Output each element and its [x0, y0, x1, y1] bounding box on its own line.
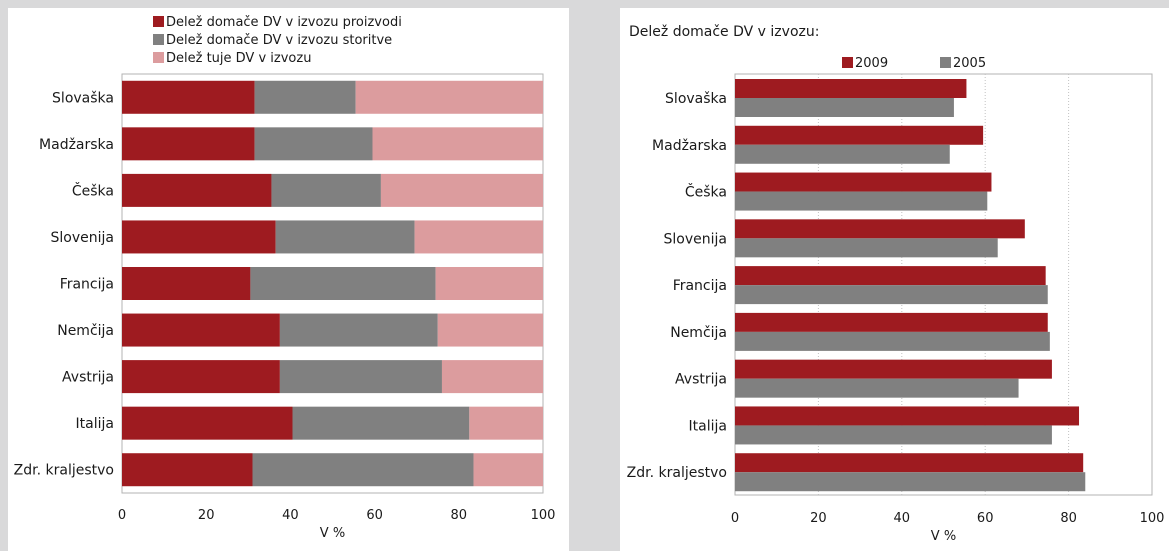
- bar-segment: [122, 127, 255, 161]
- bar-segment: [252, 453, 474, 487]
- category-label: Italija: [689, 418, 727, 434]
- legend-swatch: [153, 34, 164, 45]
- bar: [735, 98, 954, 117]
- category-label: Češka: [72, 181, 114, 199]
- bar: [735, 312, 1048, 332]
- bar-segment: [254, 80, 356, 114]
- bar: [735, 285, 1048, 305]
- category-label: Nemčija: [670, 325, 727, 341]
- bar: [735, 406, 1080, 426]
- legend-label: 2005: [953, 56, 986, 71]
- legend-swatch: [153, 52, 164, 63]
- category-label: Češka: [685, 183, 727, 201]
- category-label: Zdr. kraljestvo: [14, 463, 114, 479]
- grouped-bar-chart: Delež domače DV v izvozu: 2009 2005 Slovašk…: [627, 24, 1165, 544]
- bar-segment: [414, 220, 543, 254]
- x-tick-label: 80: [1060, 511, 1077, 526]
- bar: [735, 219, 1025, 239]
- chart-title: Delež domače DV v izvozu:: [629, 24, 819, 40]
- legend-label: Delež domače DV v izvozu proizvodi: [166, 15, 402, 30]
- bar-segment: [122, 313, 280, 347]
- category-label: Avstrija: [62, 370, 114, 386]
- bar-segment: [435, 267, 543, 300]
- bar: [735, 125, 984, 145]
- x-tick-label: 80: [451, 508, 468, 523]
- category-label: Madžarska: [39, 137, 114, 153]
- bar-segment: [122, 360, 280, 394]
- category-label: Slovenija: [664, 231, 727, 247]
- bar-segment: [279, 313, 438, 347]
- bar-segment: [469, 406, 543, 440]
- legend-swatch: [940, 57, 951, 68]
- bar-segment: [250, 267, 436, 300]
- category-label: Nemčija: [57, 323, 114, 339]
- x-axis-label: V %: [931, 529, 956, 544]
- category-label: Slovaška: [665, 91, 727, 107]
- grouped-bar-chart-panel: Delež domače DV v izvozu: 2009 2005 Slovašk…: [620, 8, 1169, 551]
- bar: [735, 191, 988, 211]
- x-tick-label: 100: [531, 508, 556, 523]
- bar-segment: [122, 453, 253, 487]
- bar: [735, 472, 1086, 492]
- bar: [735, 425, 1052, 445]
- bar-segment: [122, 173, 272, 207]
- category-label: Avstrija: [675, 372, 727, 388]
- bar: [735, 266, 1046, 286]
- bar-segment: [271, 173, 381, 207]
- bar-segment: [122, 406, 293, 440]
- bar: [735, 378, 1019, 398]
- category-label: Slovaška: [52, 90, 114, 106]
- legend-label: Delež domače DV v izvozu storitve: [166, 33, 392, 48]
- bar-segment: [355, 80, 543, 114]
- bar-segment: [279, 360, 442, 394]
- category-label: Zdr. kraljestvo: [627, 465, 727, 481]
- bar: [735, 238, 998, 258]
- category-label: Francija: [60, 277, 114, 293]
- x-tick-label: 20: [198, 508, 215, 523]
- bar-segment: [292, 406, 470, 440]
- bar: [735, 453, 1084, 473]
- bar-segment: [122, 220, 276, 254]
- bar: [735, 144, 950, 164]
- category-label: Slovenija: [51, 230, 114, 246]
- bar-segment: [473, 453, 543, 487]
- bar: [735, 359, 1052, 379]
- bar-segment: [380, 173, 543, 207]
- bar: [735, 172, 992, 192]
- legend-swatch: [153, 16, 164, 27]
- x-tick-label: 20: [810, 511, 827, 526]
- legend-label: 2009: [855, 56, 888, 71]
- bar-segment: [441, 360, 543, 394]
- bar-segment: [122, 80, 255, 114]
- category-label: Italija: [76, 416, 114, 432]
- category-label: Madžarska: [652, 138, 727, 154]
- bar-segment: [372, 127, 543, 161]
- bar-segment: [275, 220, 415, 254]
- x-axis-label: V %: [320, 526, 345, 541]
- bar: [735, 331, 1050, 351]
- legend-swatch: [842, 57, 853, 68]
- bar-segment: [254, 127, 373, 161]
- x-tick-label: 0: [731, 511, 739, 526]
- x-tick-label: 100: [1140, 511, 1165, 526]
- category-label: Francija: [673, 278, 727, 294]
- stacked-bar-chart: Delež domače DV v izvozu proizvodi Delež …: [14, 15, 556, 541]
- x-tick-label: 0: [118, 508, 126, 523]
- bar-segment: [437, 313, 543, 347]
- stacked-bar-chart-panel: Delež domače DV v izvozu proizvodi Delež …: [8, 8, 569, 551]
- x-tick-label: 40: [894, 511, 911, 526]
- x-tick-label: 60: [366, 508, 383, 523]
- legend-label: Delež tuje DV v izvozu: [166, 51, 311, 66]
- x-tick-label: 40: [282, 508, 299, 523]
- bar-segment: [122, 267, 251, 300]
- x-tick-label: 60: [977, 511, 994, 526]
- bar: [735, 79, 967, 98]
